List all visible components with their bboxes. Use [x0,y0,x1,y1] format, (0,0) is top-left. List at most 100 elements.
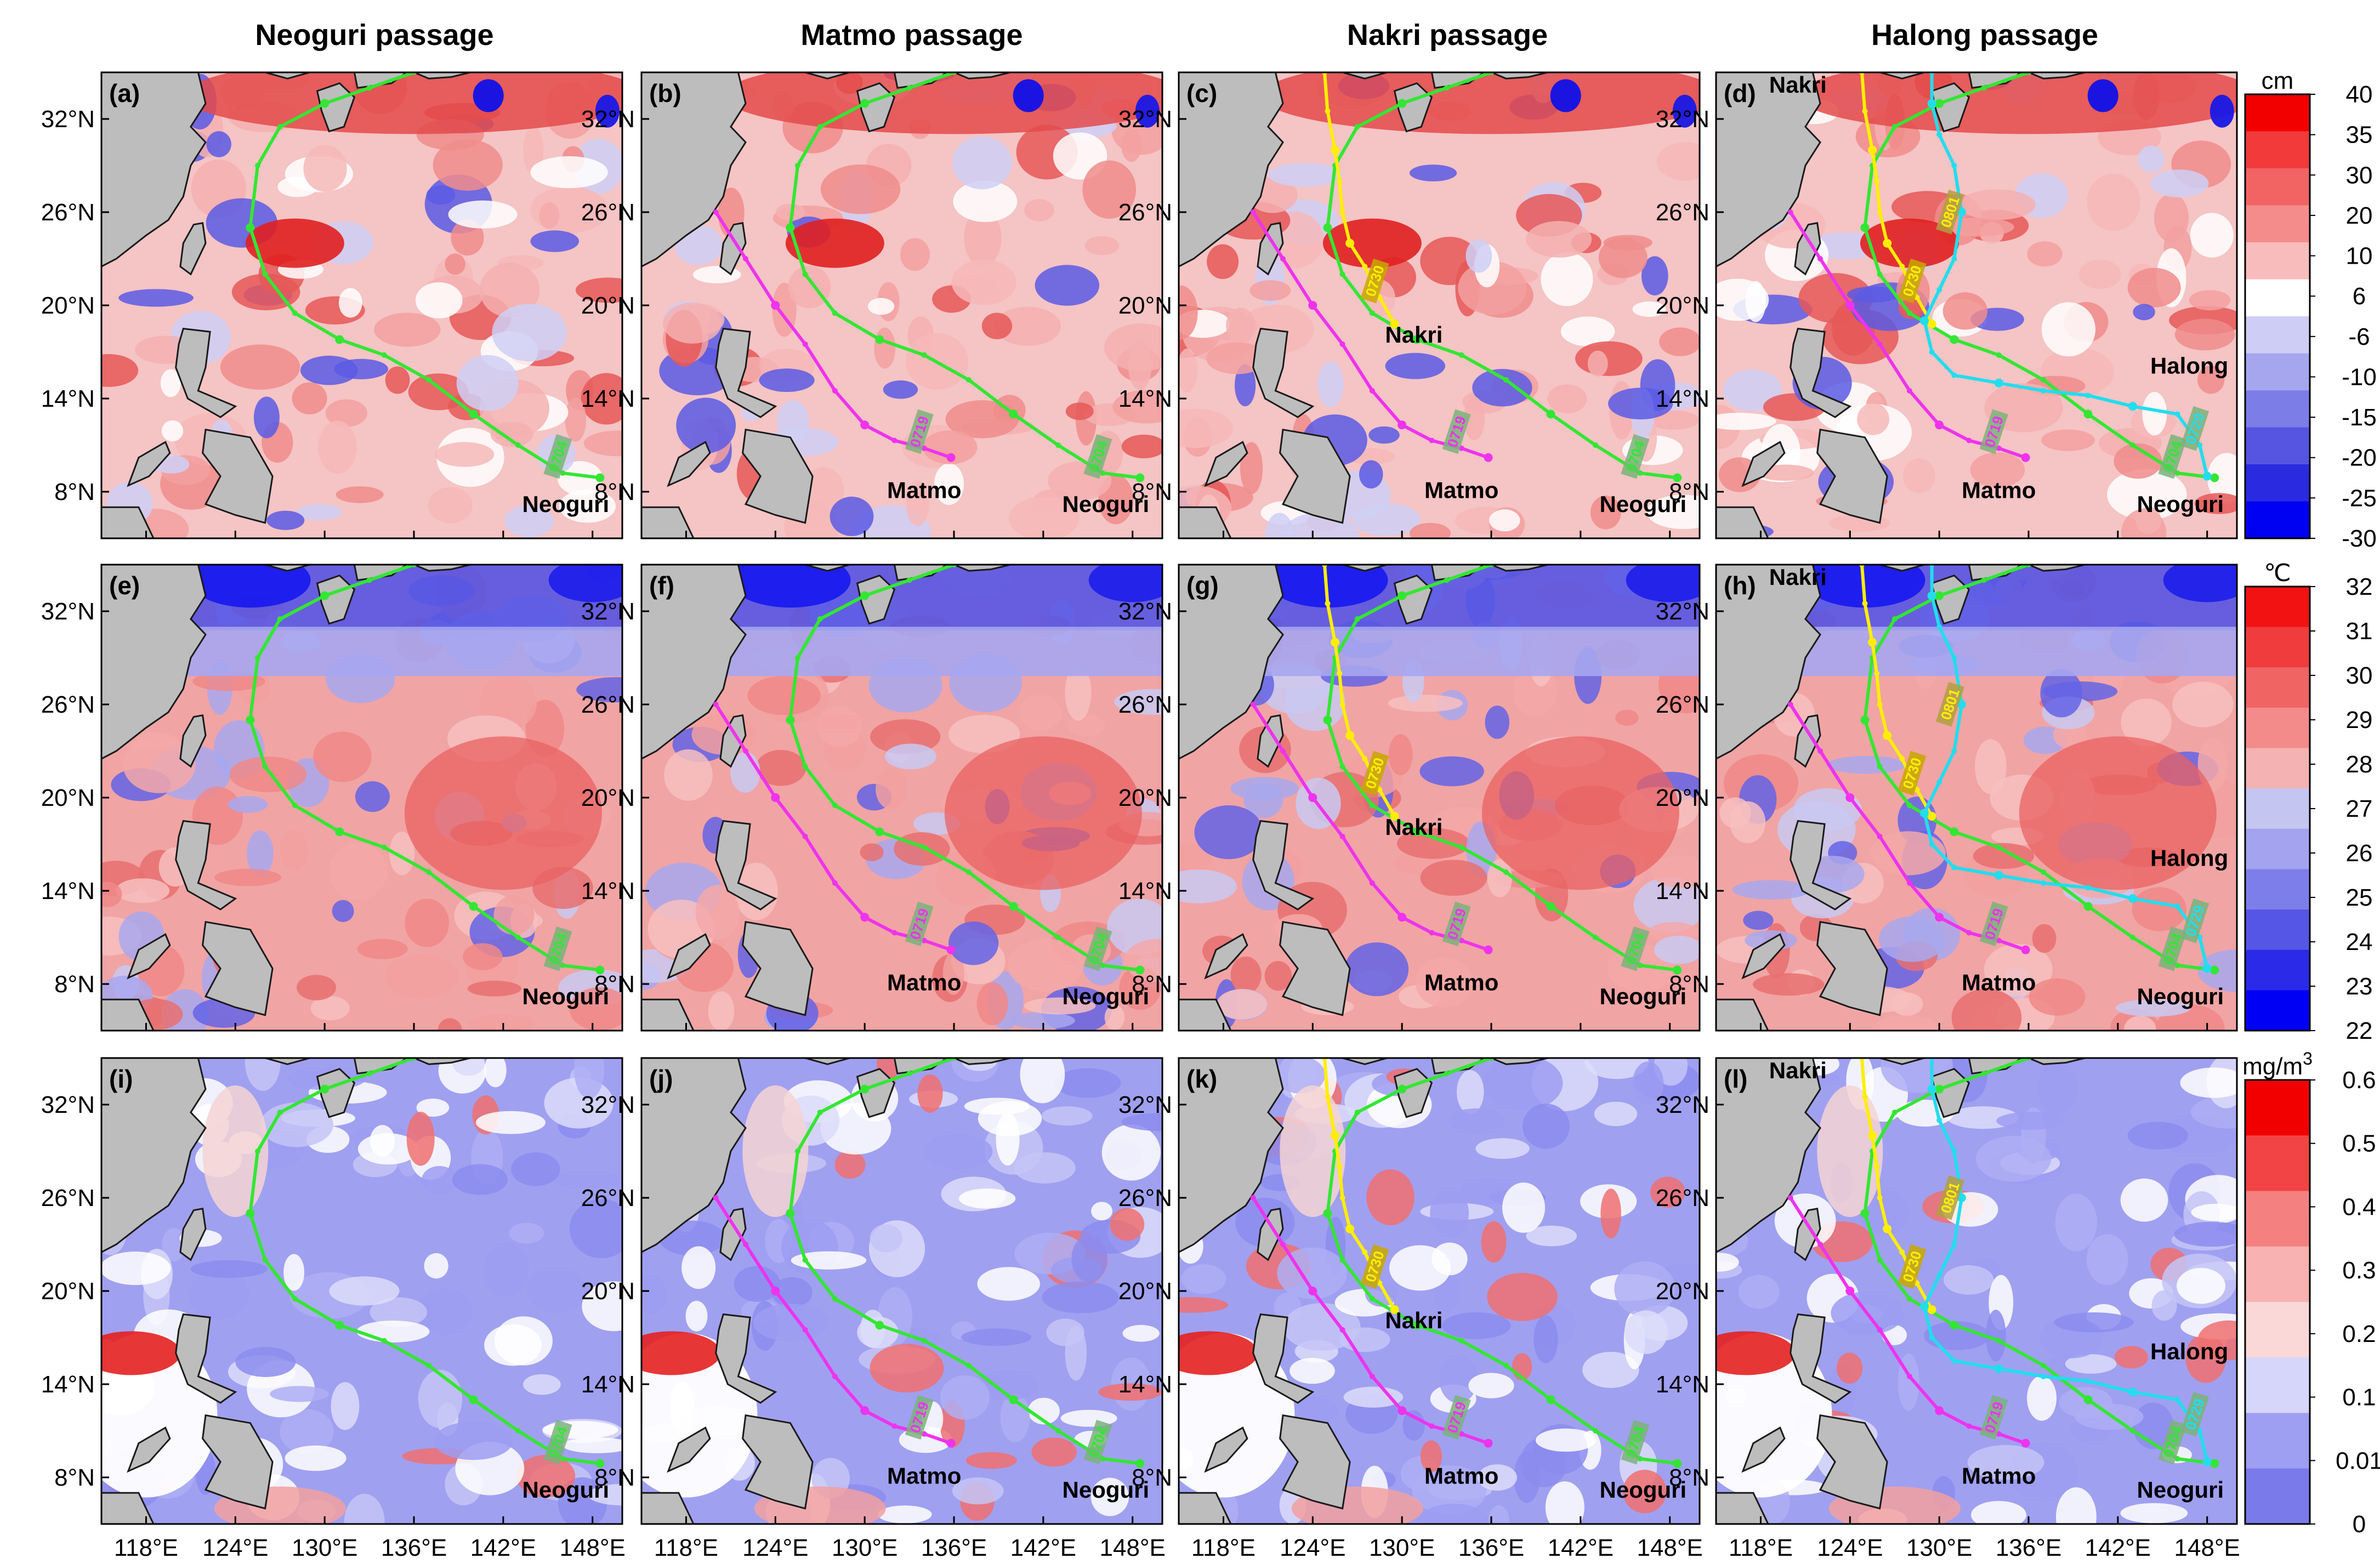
typhoon-track-point [891,930,898,936]
colorbar-segment [2245,828,2310,869]
lon-tick-label: 130°E [1369,1534,1435,1561]
typhoon-track-point [1883,238,1892,248]
typhoon-date-label: 0719 [1979,409,2008,454]
latitude-axis-labels: 32°N 26°N 20°N 14°N 8°N 32°N 26°N 20°N 14°N 8°N 32… [41,106,1709,1491]
typhoon-name-label: Matmo [1424,477,1498,503]
field-patch [1359,460,1383,489]
typhoon-track-point [1877,702,1883,707]
land-mass [953,565,1011,572]
field-patch [576,677,622,703]
field-patch [1396,828,1470,859]
colorbar-frame [2244,93,2311,539]
typhoon-track-point [246,715,255,725]
typhoon-track-point [1877,764,1883,770]
lat-tick-label: 14°N [41,878,95,905]
lat-tick-label: 20°N [41,1278,95,1305]
typhoon-track-point [832,1373,838,1379]
land-mass [101,998,155,1031]
field-patch [2191,1203,2237,1221]
field-patch [332,900,354,923]
typhoon-name-label: Neoguri [1600,491,1687,517]
field-patch [344,1493,385,1524]
field-patch [266,510,305,530]
land-mass [265,72,310,79]
field-patch [1633,877,1700,932]
field-patch [484,1242,529,1297]
field-patch [229,757,307,793]
field-patch [1264,960,1292,991]
typhoon-track-point [1929,349,1935,355]
lat-tick-label: 14°N [41,1371,95,1398]
field-patch [1836,1352,1863,1384]
field-patch [788,265,831,309]
field-patch [1523,1104,1570,1149]
land-mass [715,1313,777,1404]
lat-tick-label: 20°N [1656,1278,1709,1305]
typhoon-track-point [1927,1084,1936,1094]
lat-tick-label: 8°N [54,479,95,505]
field-patch [906,480,929,526]
field-patch [1646,494,1700,530]
typhoon-track-point [335,335,344,344]
typhoon-track-point [1412,1321,1422,1330]
field-patch [830,497,874,536]
field-patch [976,982,1008,1026]
lat-tick-label: 26°N [1118,199,1172,226]
typhoon-track-point [802,1257,808,1263]
field-patch [2041,429,2095,451]
colorbar-segment [2245,427,2310,465]
field-patch [1065,402,1094,420]
land-mass [1741,441,1786,487]
field-patch [1179,869,1237,903]
typhoon-track-point [1339,833,1345,839]
lat-tick-label: 8°N [594,971,635,998]
typhoon-track-point [1546,1395,1555,1404]
typhoon-name-label: Matmo [887,969,961,995]
field-patch [456,355,519,411]
typhoon-name-label: Matmo [1962,477,2036,503]
field-patch [562,1437,622,1453]
colorbar-tick-label: 40 [2346,81,2373,108]
field-patch [1104,1004,1125,1031]
land-mass [101,565,207,760]
typhoon-track-point [1920,809,1929,818]
field-patch [2154,194,2189,243]
typhoon-name-label: Matmo [1962,1463,2036,1488]
lat-tick-label: 8°N [54,1464,95,1491]
field-patch [189,1270,249,1320]
land-mass [127,1426,171,1473]
typhoon-track-point [860,99,870,108]
typhoon-track-point [1398,913,1407,922]
field-patch [1114,689,1162,715]
typhoon-track-point [1906,880,1912,886]
typhoon-track-point [2021,945,2030,954]
colorbar-segment [2245,242,2310,280]
colorbar-tick-label: 0.2 [2342,1321,2376,1347]
land-mass [1252,327,1315,418]
field-patch [995,306,1061,346]
land-mass [742,920,814,1016]
lat-tick-label: 8°N [1132,479,1172,505]
lat-tick-label: 26°N [1656,199,1709,226]
typhoon-track-point [1390,812,1399,821]
field-patch [1112,390,1162,424]
land-mass [641,506,695,538]
typhoon-track-point [2202,964,2212,973]
field-patch [1420,1440,1442,1472]
typhoon-track-point [320,1084,330,1094]
typhoon-track-point [1503,869,1509,875]
panel-label: (k) [1186,1065,1217,1093]
field-patch [595,94,620,128]
field-patch [355,781,390,812]
typhoon-track-point [2174,1397,2180,1403]
typhoon-track-point [1354,1110,1360,1116]
field-patch [940,1375,990,1420]
colorbar-tick-label: 27 [2346,795,2373,822]
field-patch [523,1374,561,1395]
field-patch [1626,565,1700,602]
field-patch [484,1058,507,1088]
typhoon-track-point [1951,372,1957,378]
colorbar-tick-label: 0.5 [2342,1130,2376,1157]
